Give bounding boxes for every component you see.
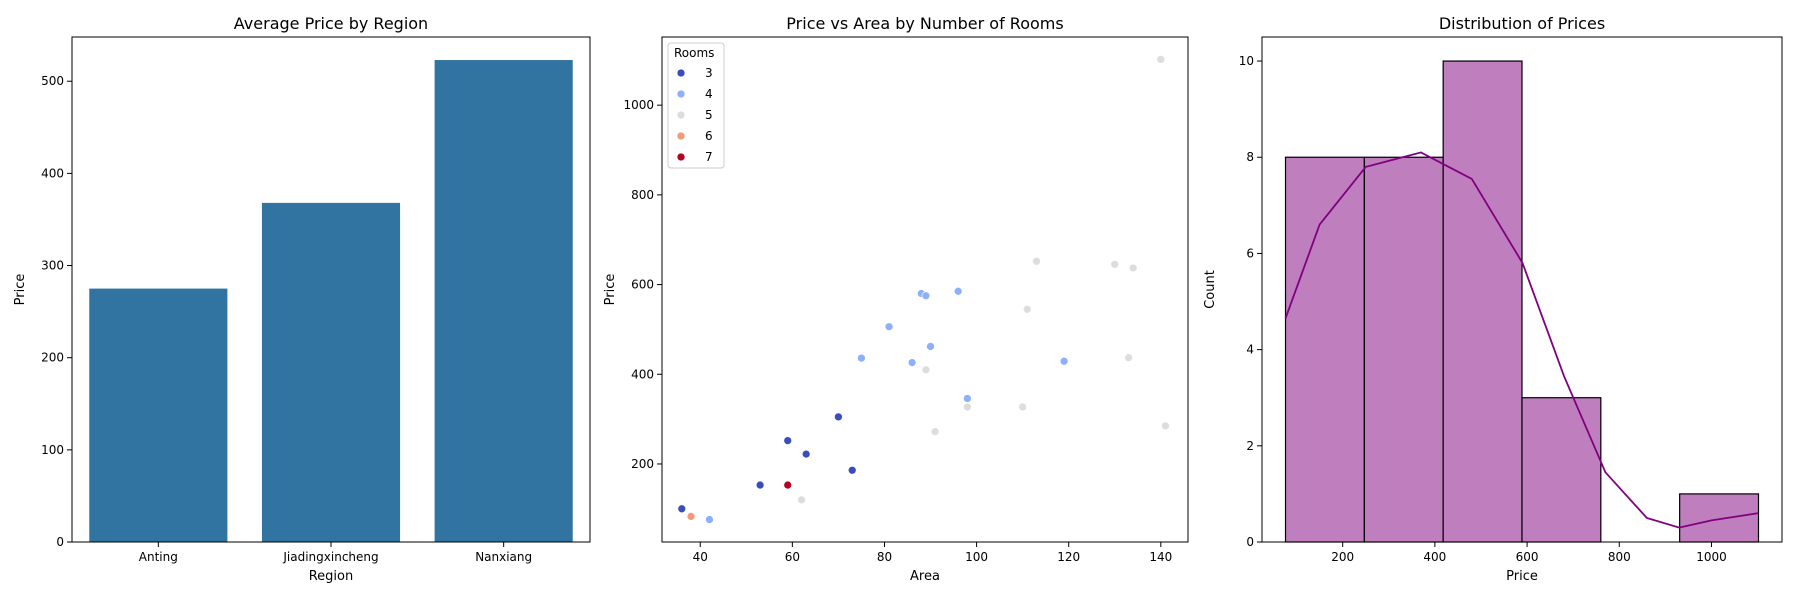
price-distribution-chart: Distribution of Prices Price Count 0 2 4 6 8 10 2… (1203, 14, 1783, 584)
legend-title: Rooms (674, 46, 714, 60)
x-axis-label: Area (910, 569, 940, 584)
scatter-point (953, 286, 963, 296)
kde-curve (1284, 151, 1759, 529)
y-tick-label: 800 (631, 188, 654, 202)
axes-frame (71, 36, 591, 543)
histogram-bar (1442, 60, 1523, 543)
scatter-point (797, 495, 806, 505)
y-tick-label: 10 (1239, 54, 1254, 68)
scatter-point (1022, 304, 1032, 314)
scatter-point (857, 353, 866, 363)
bar (89, 288, 228, 542)
legend: Rooms 3 4 5 6 7 (667, 42, 725, 169)
y-axis-label: Count (1203, 270, 1218, 309)
legend-marker (676, 68, 686, 78)
y-tick-label: 200 (41, 351, 64, 365)
scatter-point (921, 365, 931, 375)
scatter-point (801, 449, 811, 459)
x-tick-label: 60 (785, 550, 800, 564)
y-tick-label: 600 (631, 278, 654, 292)
scatter-point (1156, 55, 1166, 64)
average-price-by-region-chart: Anting Jiadingxincheng Nanxiang Average Pri… (13, 14, 591, 584)
scatter-point (907, 358, 917, 367)
y-tick-label: 6 (1246, 246, 1254, 260)
legend-marker (676, 152, 686, 162)
y-axis-label: Price (603, 274, 618, 306)
x-tick-label: 40 (693, 550, 708, 564)
scatter-point (783, 436, 793, 445)
legend-entry: 5 (705, 108, 713, 122)
y-tick-label: 4 (1246, 343, 1254, 357)
y-tick-label: 400 (41, 166, 64, 180)
scatter-point (926, 342, 935, 351)
scatter-point (963, 394, 972, 403)
y-tick-label: 0 (1246, 535, 1254, 549)
x-tick-label: Nanxiang (475, 550, 532, 564)
scatter-point (884, 322, 894, 332)
scatter-point (930, 427, 940, 437)
price-vs-area-chart: Price vs Area by Number of Rooms Area Pric… (603, 14, 1189, 584)
scatter-point (783, 480, 793, 490)
x-tick-label: Jiadingxincheng (282, 550, 378, 564)
x-tick-label: 120 (1057, 550, 1080, 564)
x-tick-label: 1000 (1696, 550, 1727, 564)
x-axis-label: Price (1506, 569, 1538, 584)
y-axis-label: Price (13, 274, 28, 306)
x-tick-label: 200 (1331, 550, 1354, 564)
legend-box (667, 42, 725, 169)
x-tick-label: Anting (139, 550, 178, 564)
x-tick-label: 600 (1516, 550, 1539, 564)
axes-frame (1261, 36, 1783, 543)
scatter-point (1124, 353, 1133, 363)
legend-marker (676, 131, 686, 141)
legend-entry: 6 (705, 129, 713, 143)
y-tick-label: 500 (41, 74, 64, 88)
scatter-point (847, 465, 857, 475)
y-tick-label: 200 (631, 457, 654, 471)
x-axis-label: Region (309, 569, 354, 584)
y-tick-label: 100 (41, 443, 64, 457)
y-tick-label: 1000 (623, 98, 654, 112)
y-tick-label: 0 (56, 535, 64, 549)
scatter-point (921, 291, 931, 301)
legend-marker (676, 89, 686, 99)
histogram-bar (1521, 397, 1602, 543)
scatter-point (963, 402, 972, 412)
y-tick-label: 300 (41, 259, 64, 273)
scatter-point (755, 480, 765, 490)
scatter-point (1110, 260, 1120, 269)
axes-frame (661, 36, 1189, 543)
legend-entry: 4 (705, 87, 713, 101)
scatter-point (1059, 356, 1069, 366)
legend-entry: 3 (705, 66, 713, 80)
scatter-point (1018, 402, 1027, 412)
scatter-point (1161, 421, 1170, 431)
x-tick-label: 100 (965, 550, 988, 564)
scatter-point (705, 515, 714, 524)
scatter-point (686, 512, 696, 521)
chart-title: Distribution of Prices (1439, 14, 1605, 33)
legend-entry: 7 (705, 150, 713, 164)
chart-title: Price vs Area by Number of Rooms (786, 14, 1063, 33)
scatter-point (834, 412, 843, 422)
histogram-bar (1679, 493, 1760, 543)
scatter-point (1128, 263, 1138, 273)
histogram-bar (1363, 156, 1444, 543)
legend-marker (676, 110, 686, 120)
y-tick-label: 8 (1246, 150, 1254, 164)
histogram-bar (1284, 156, 1365, 543)
chart-title: Average Price by Region (234, 14, 428, 33)
x-tick-label: 800 (1608, 550, 1631, 564)
y-tick-label: 400 (631, 367, 654, 381)
x-tick-label: 400 (1423, 550, 1446, 564)
y-tick-label: 2 (1246, 439, 1254, 453)
bar (434, 60, 573, 542)
scatter-point (677, 504, 687, 514)
x-tick-label: 140 (1149, 550, 1172, 564)
bar (261, 202, 401, 542)
x-tick-label: 80 (877, 550, 892, 564)
scatter-point (1032, 256, 1041, 266)
